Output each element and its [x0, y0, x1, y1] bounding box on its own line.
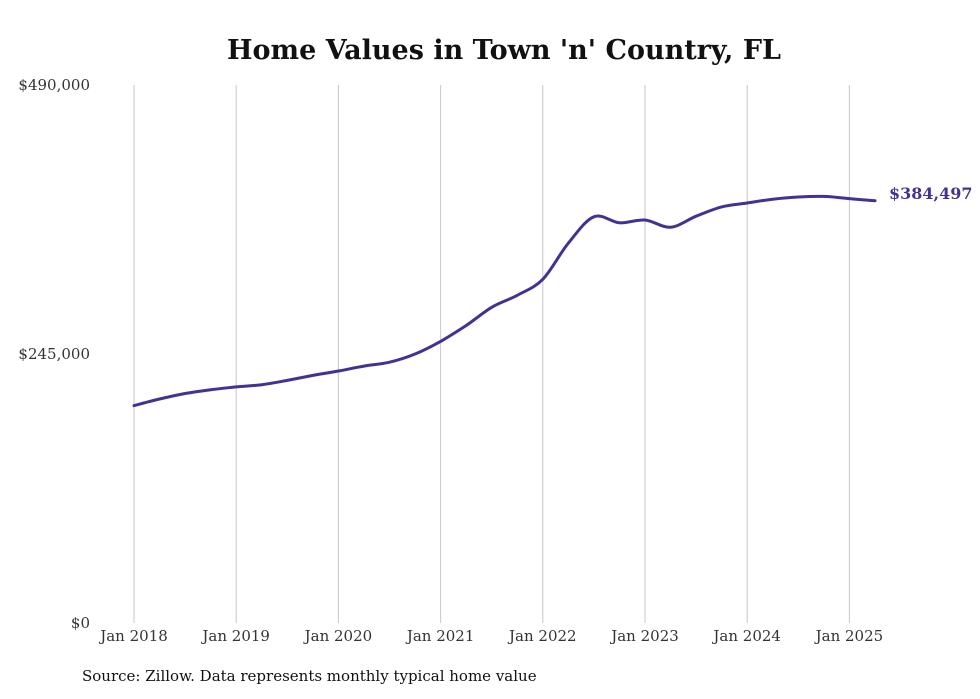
- data-point: [260, 383, 263, 386]
- data-point: [873, 199, 877, 202]
- home-value-line: [132, 194, 877, 408]
- data-point: [235, 385, 238, 389]
- data-point: [337, 369, 340, 373]
- data-point: [183, 392, 187, 395]
- data-point: [490, 306, 493, 309]
- x-tick-label: Jan 2021: [405, 627, 475, 645]
- x-tick-label: Jan 2023: [609, 627, 679, 645]
- data-point: [669, 226, 672, 229]
- y-axis-ticks: $0 $245,000 $490,000: [18, 76, 90, 632]
- y-tick-label: $0: [71, 614, 90, 632]
- data-point: [643, 218, 647, 222]
- x-tick-label: Jan 2019: [200, 627, 270, 645]
- data-point: [132, 404, 136, 407]
- data-point: [362, 364, 366, 368]
- data-point: [618, 221, 621, 224]
- data-point: [567, 241, 570, 245]
- data-point: [311, 374, 315, 377]
- data-point: [720, 205, 723, 209]
- data-point: [746, 201, 749, 205]
- y-tick-label: $490,000: [18, 76, 90, 94]
- x-tick-label: Jan 2022: [507, 627, 577, 645]
- end-value-label: $384,497: [889, 184, 973, 203]
- data-point: [797, 195, 800, 199]
- x-tick-label: Jan 2020: [303, 627, 373, 645]
- data-point: [413, 352, 417, 356]
- x-tick-label: Jan 2018: [98, 627, 168, 645]
- x-axis-ticks: Jan 2018 Jan 2019 Jan 2020 Jan 2021 Jan 2022…: [98, 627, 883, 645]
- source-note: Source: Zillow. Data represents monthly …: [82, 667, 537, 685]
- data-point: [388, 361, 391, 364]
- series-layer: [132, 194, 877, 408]
- data-point: [158, 397, 161, 401]
- gridlines: [133, 85, 850, 623]
- data-point: [848, 197, 851, 200]
- data-point: [516, 294, 519, 297]
- data-point: [541, 278, 544, 281]
- data-point: [465, 324, 468, 327]
- chart-title: Home Values in Town 'n' Country, FL: [227, 35, 781, 66]
- x-tick-label: Jan 2024: [711, 627, 781, 645]
- data-point: [694, 215, 698, 218]
- data-point: [209, 388, 212, 391]
- data-point: [771, 198, 774, 201]
- y-tick-label: $245,000: [18, 345, 90, 363]
- x-tick-label: Jan 2025: [814, 627, 884, 645]
- data-point: [439, 340, 442, 343]
- data-point: [286, 379, 289, 382]
- data-point: [592, 215, 596, 218]
- data-point: [822, 195, 826, 198]
